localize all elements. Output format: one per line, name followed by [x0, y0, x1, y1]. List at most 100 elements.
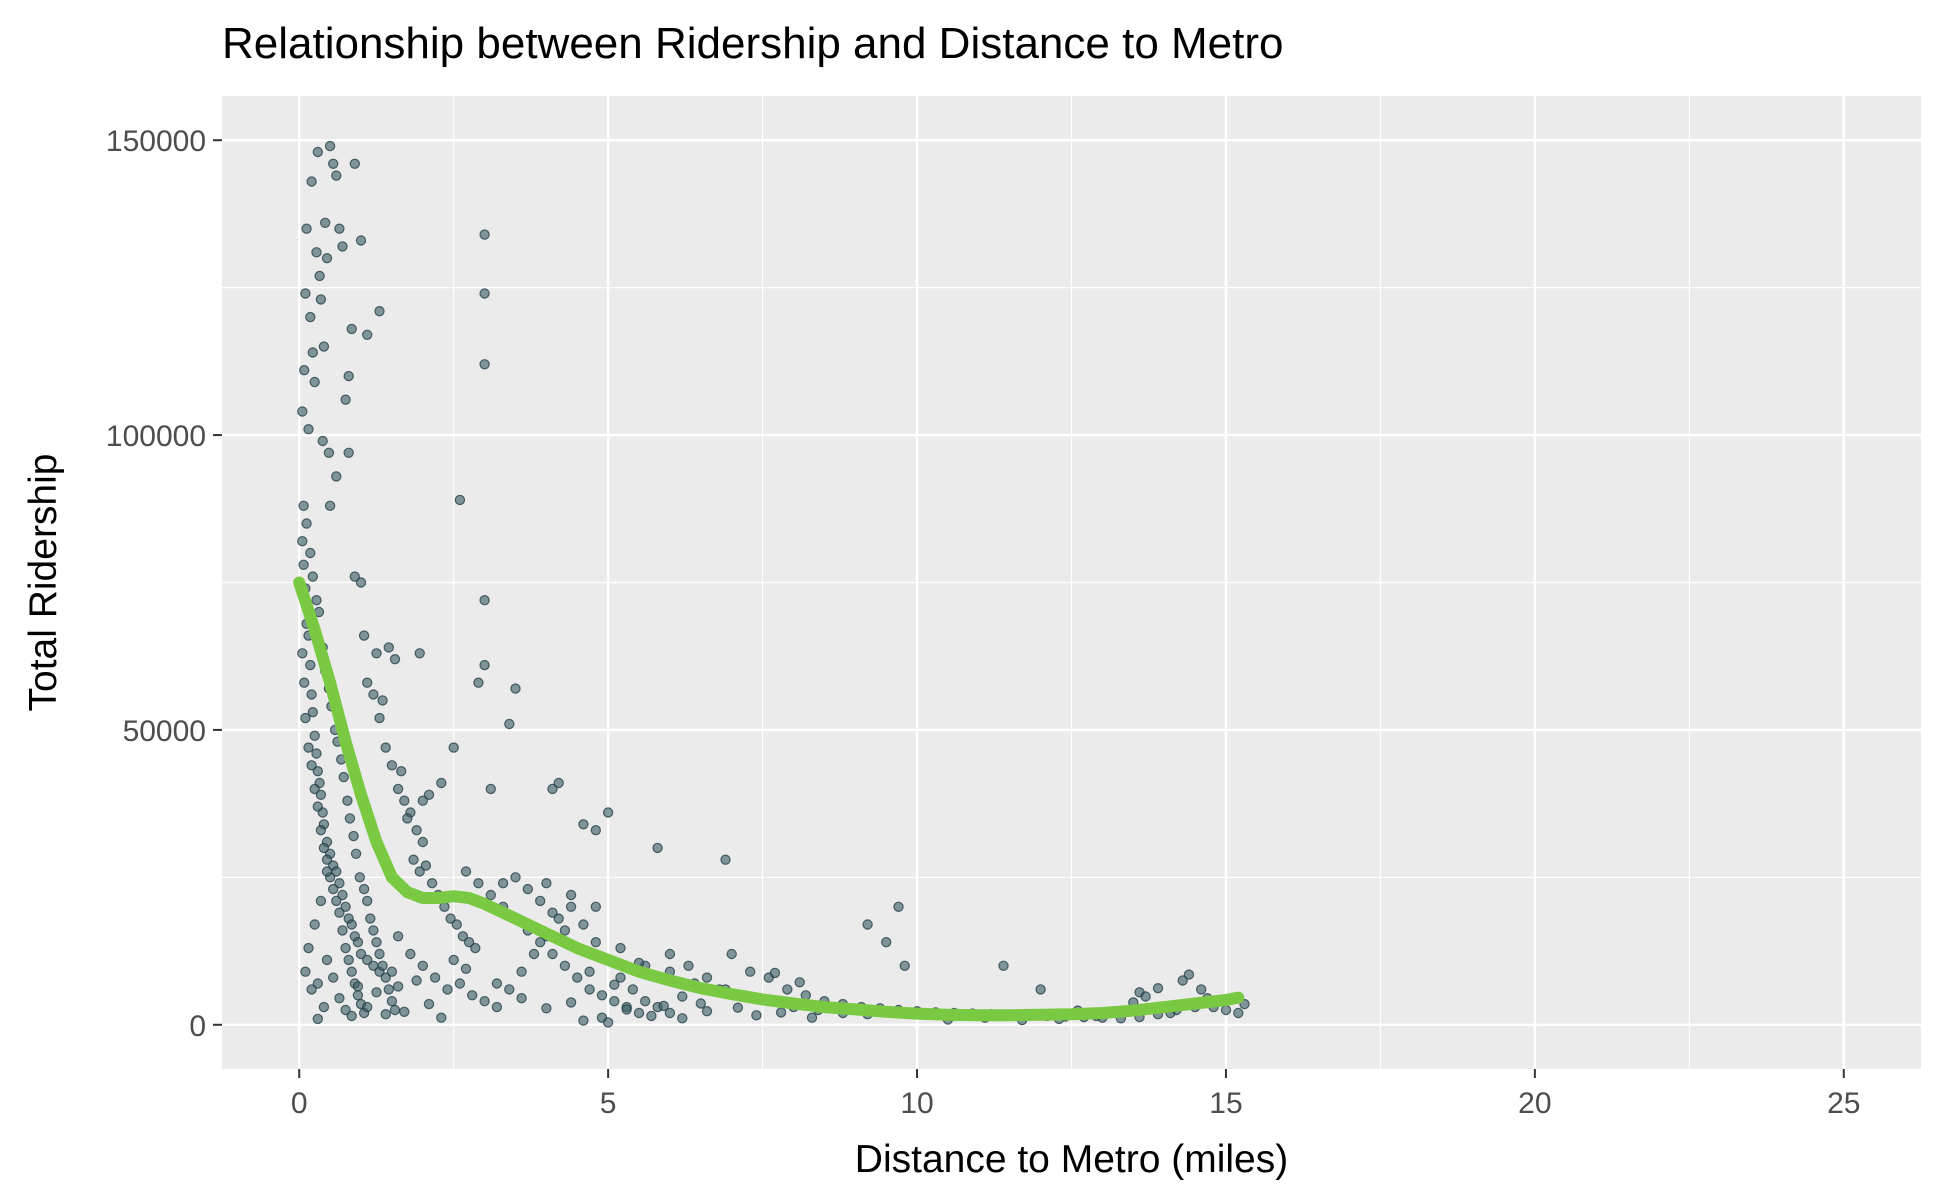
data-point [806, 1012, 818, 1023]
data-point [312, 978, 323, 989]
data-point [306, 760, 317, 771]
data-point [751, 1010, 762, 1021]
data-point [301, 518, 312, 529]
data-point [362, 895, 373, 907]
y-tick-label: 0 [189, 1010, 206, 1043]
data-point [640, 996, 651, 1007]
data-point [343, 370, 354, 382]
data-point [479, 659, 490, 671]
data-point [479, 229, 490, 240]
data-point [436, 777, 447, 789]
y-tick-label: 100000 [106, 420, 206, 453]
data-point [535, 937, 546, 948]
data-point [321, 854, 333, 865]
data-point [321, 253, 333, 264]
data-point [300, 288, 311, 299]
data-point [794, 977, 805, 988]
data-point [386, 966, 398, 977]
y-tick-label: 150000 [106, 125, 206, 158]
data-point [516, 966, 527, 977]
data-point [417, 960, 428, 972]
data-point [602, 807, 614, 818]
data-point [590, 825, 602, 836]
data-point [334, 993, 345, 1004]
data-point [315, 895, 327, 907]
data-point [311, 748, 322, 759]
data-point [457, 931, 469, 942]
data-point [309, 376, 320, 388]
data-point [374, 712, 385, 724]
data-point [380, 742, 391, 753]
data-point [340, 942, 351, 954]
data-point [893, 901, 904, 913]
data-point [541, 878, 552, 889]
data-point [368, 689, 379, 700]
data-point [337, 925, 348, 936]
data-point [328, 158, 339, 169]
data-point [1233, 1007, 1244, 1019]
x-axis: 0 5 10 15 20 25 [291, 1069, 1860, 1120]
data-point [309, 730, 320, 742]
data-point [309, 783, 320, 795]
data-point [303, 424, 314, 435]
data-point [584, 984, 595, 995]
data-point [998, 960, 1009, 972]
data-point [417, 836, 428, 848]
data-point [547, 948, 558, 960]
data-point [602, 1017, 614, 1028]
data-point [331, 895, 342, 907]
data-point [899, 960, 910, 972]
data-point [362, 954, 373, 966]
data-point [342, 795, 353, 806]
data-point [479, 288, 490, 299]
data-point [358, 883, 370, 895]
data-point [881, 937, 892, 948]
data-point [377, 960, 388, 972]
data-point [504, 718, 515, 730]
data-point [701, 1006, 713, 1017]
data-point [389, 654, 401, 665]
data-point [305, 659, 316, 671]
data-point [349, 158, 360, 169]
data-point [423, 998, 435, 1010]
data-point [547, 783, 558, 795]
data-point [463, 937, 475, 948]
data-point [311, 595, 322, 606]
data-point [300, 966, 311, 977]
data-point [1140, 991, 1151, 1002]
data-point [451, 919, 462, 930]
x-axis-title: Distance to Metro (miles) [855, 1138, 1288, 1181]
data-point [337, 241, 348, 252]
data-point [318, 842, 330, 854]
data-point [338, 771, 349, 783]
data-point [344, 813, 356, 824]
data-point [701, 972, 713, 983]
trend-line [293, 576, 1245, 1022]
data-point [312, 766, 323, 777]
x-tick-label: 5 [600, 1087, 617, 1120]
data-point [782, 984, 793, 995]
data-point [355, 235, 367, 246]
data-point [664, 1007, 676, 1019]
data-point [324, 140, 336, 152]
data-point [497, 878, 509, 889]
data-point [516, 993, 527, 1004]
data-point [362, 1001, 373, 1013]
data-point [392, 981, 404, 992]
data-point [306, 176, 317, 187]
data-point [383, 984, 394, 995]
data-point [454, 978, 466, 989]
data-point [553, 777, 564, 789]
data-point [578, 819, 589, 830]
data-point [578, 919, 589, 930]
data-point [408, 854, 419, 865]
data-point [321, 866, 333, 877]
data-point [590, 901, 602, 913]
data-point [303, 942, 314, 954]
data-point [362, 329, 373, 340]
data-point [547, 907, 558, 918]
data-point [1035, 984, 1046, 995]
data-point [426, 878, 438, 889]
data-point [414, 866, 425, 877]
